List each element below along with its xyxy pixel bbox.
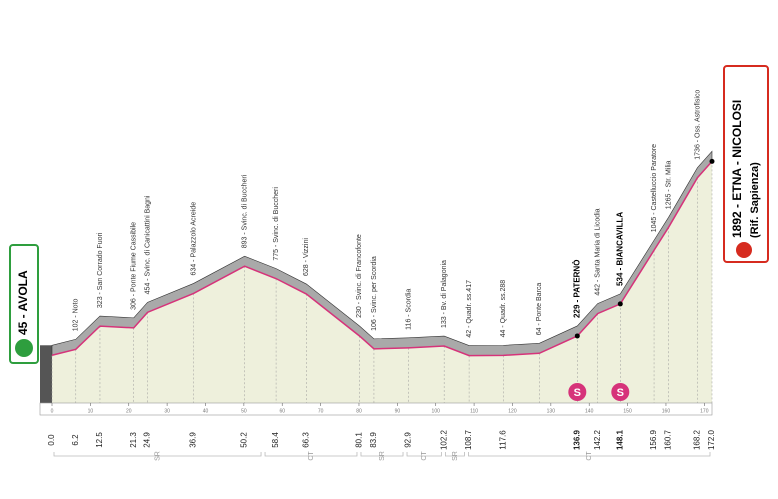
x-tick-label: 140 — [585, 408, 594, 414]
x-tick-label: 100 — [432, 408, 441, 414]
finish-icon — [736, 242, 752, 258]
distance-label: 92.9 — [404, 432, 413, 448]
waypoint-label: 454 - Svinc. di Canicattini Bagni — [144, 195, 151, 294]
distance-label: 21.3 — [129, 432, 138, 448]
waypoint-label: 442 - Santa Maria di Licodia — [594, 208, 601, 295]
waypoint-label: 116 - Scordia — [405, 289, 412, 330]
waypoint-label: 44 - Quadr. ss.288 — [500, 280, 507, 338]
x-tick-label: 90 — [395, 408, 401, 414]
distance-label: 156.9 — [649, 429, 658, 450]
sprint-icon — [568, 383, 587, 401]
distance-label: 136.9 — [572, 429, 581, 450]
distance-label: 66.3 — [302, 432, 311, 448]
waypoint-label: 106 - Svinc. per Scordia — [371, 256, 378, 331]
distance-label: 148.1 — [615, 429, 624, 450]
distance-label: 50.2 — [240, 432, 249, 448]
sector-bracket — [360, 452, 404, 457]
waypoint-label: 102 - Noto — [73, 298, 80, 331]
x-tick-label: 20 — [126, 408, 132, 414]
x-tick-label: 70 — [318, 408, 324, 414]
km-strip — [39, 402, 713, 416]
distance-label: 0.0 — [47, 434, 56, 446]
x-tick-label: 40 — [203, 408, 209, 414]
waypoint-label: 1736 - Oss. Astrofisico — [694, 90, 701, 160]
waypoint-label: 1045 - Castelluccio Paratore — [651, 144, 658, 232]
finish-box — [723, 65, 769, 263]
distance-label: 168.2 — [693, 429, 702, 450]
start-icon — [15, 339, 33, 357]
distance-label: 36.9 — [189, 432, 198, 448]
waypoint-label: 323 - San Corrado Fuori — [97, 232, 104, 308]
distance-label: 108.7 — [464, 429, 473, 450]
start-label: 45 - AVOLA — [16, 270, 30, 335]
waypoint-label: 133 - Bv. di Palagonia — [441, 260, 448, 328]
waypoint-label: 634 - Palazzolo Acreide — [190, 202, 197, 276]
waypoint-label: 229 - PATERNÒ — [572, 260, 581, 318]
sector-label: CT — [421, 451, 428, 461]
sector-bracket — [53, 452, 262, 457]
sector-bracket — [444, 452, 465, 457]
x-tick-label: 60 — [279, 408, 285, 414]
distance-label: 58.4 — [271, 432, 280, 448]
waypoint-label: 534 - BIANCAVILLA — [615, 212, 624, 286]
start-wall — [40, 345, 52, 403]
x-tick-label: 0 — [51, 408, 54, 414]
waypoint-label: 306 - Ponte Fiume Cassibile — [131, 222, 138, 310]
sprint-dot — [574, 333, 580, 339]
distance-label: 172.0 — [707, 429, 716, 450]
waypoint-label: 628 - Vizzini — [303, 238, 310, 276]
x-tick-label: 10 — [88, 408, 94, 414]
distance-label: 142.2 — [593, 429, 602, 450]
sector-bracket — [264, 452, 358, 457]
sector-bracket — [406, 452, 442, 457]
sector-label: CT — [586, 451, 593, 461]
finish-label: 1892 - ETNA - NICOLOSI — [730, 100, 744, 238]
waypoint-label: 1265 - Str. Milia — [665, 160, 672, 209]
x-tick-label: 50 — [241, 408, 247, 414]
waypoint-label: 64 - Ponte Barca — [536, 283, 543, 336]
sprint-dot — [617, 301, 623, 307]
x-tick-label: 170 — [700, 408, 709, 414]
distance-label: 6.2 — [71, 434, 80, 446]
waypoint-label: 775 - Svinc. di Buccheri — [273, 187, 280, 261]
finish-sublabel: (Rif. Sapienza) — [749, 162, 761, 238]
distance-label: 117.6 — [498, 430, 507, 450]
sector-label: SR — [452, 451, 459, 461]
sector-bracket — [468, 452, 711, 457]
x-tick-label: 120 — [508, 408, 517, 414]
finish-dot — [709, 158, 715, 164]
profile-fill — [52, 161, 712, 403]
sprint-symbol: S — [617, 387, 624, 399]
x-tick-label: 160 — [662, 408, 671, 414]
sector-label: CT — [308, 451, 315, 461]
sprint-symbol: S — [574, 387, 581, 399]
distance-label: 160.7 — [664, 429, 673, 450]
sector-label: SR — [154, 451, 161, 461]
waypoint-label: 230 - Svinc. di Francofonte — [356, 234, 363, 318]
sector-label: SR — [379, 451, 386, 461]
x-tick-label: 110 — [470, 408, 478, 414]
distance-label: 102.2 — [439, 429, 448, 450]
x-tick-label: 150 — [623, 408, 632, 414]
x-tick-label: 130 — [547, 408, 556, 414]
distance-label: 24.9 — [143, 432, 152, 448]
sprint-icon — [611, 383, 630, 401]
waypoint-label: 893 - Svinc. di Buccheri — [241, 174, 248, 248]
x-tick-label: 30 — [164, 408, 170, 414]
distance-label: 83.9 — [369, 432, 378, 448]
distance-label: 80.1 — [354, 432, 363, 448]
distance-label: 12.5 — [95, 432, 104, 448]
waypoint-label: 42 - Quadr. ss.417 — [466, 280, 473, 338]
profile-line — [51, 160, 713, 357]
x-tick-label: 80 — [356, 408, 362, 414]
start-box — [9, 244, 39, 364]
